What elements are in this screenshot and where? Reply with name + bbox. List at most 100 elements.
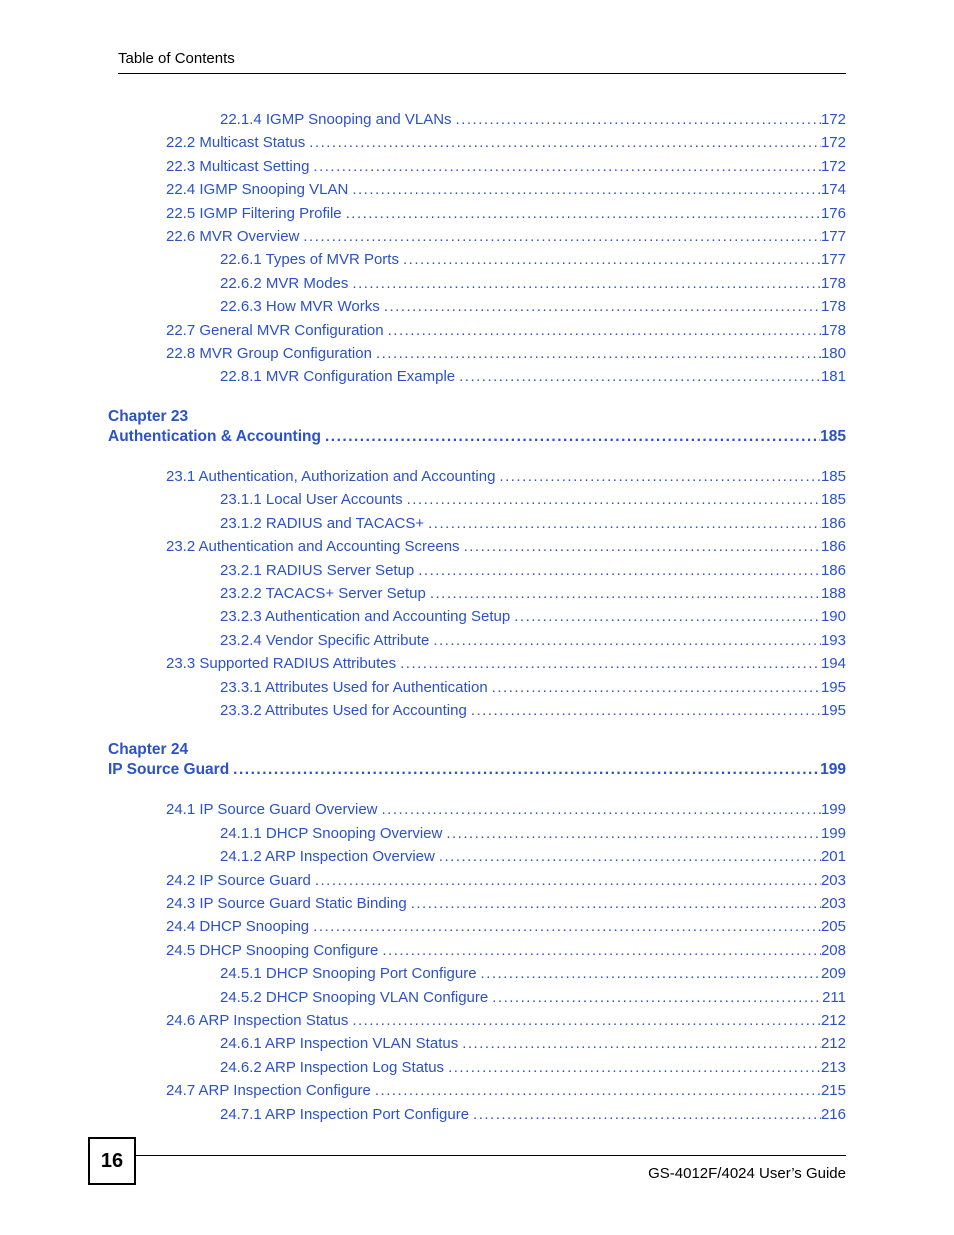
toc-entry-label: 23.3.1 Attributes Used for Authenticatio… bbox=[220, 676, 488, 699]
page-number: 16 bbox=[101, 1150, 123, 1173]
toc-leader-dots bbox=[299, 225, 821, 248]
toc-entry[interactable]: 24.4 DHCP Snooping 205 bbox=[108, 915, 846, 938]
toc-leader-dots bbox=[455, 365, 821, 388]
toc-entry-label: 24.1.1 DHCP Snooping Overview bbox=[220, 822, 442, 845]
toc-leader-dots bbox=[488, 986, 822, 1009]
chapter-page: 185 bbox=[820, 427, 846, 447]
toc-leader-dots bbox=[403, 488, 821, 511]
toc-leader-dots bbox=[469, 1103, 821, 1126]
toc-entry[interactable]: 23.2.2 TACACS+ Server Setup 188 bbox=[108, 582, 846, 605]
toc-leader-dots bbox=[458, 1032, 821, 1055]
toc-entry-label: 24.5 DHCP Snooping Configure bbox=[166, 939, 378, 962]
toc-entry[interactable]: 24.2 IP Source Guard 203 bbox=[108, 869, 846, 892]
toc-entry-page: 177 bbox=[821, 248, 846, 271]
header-title: Table of Contents bbox=[118, 50, 846, 73]
toc-entry-label: 24.1.2 ARP Inspection Overview bbox=[220, 845, 435, 868]
chapter-heading[interactable]: Chapter 23Authentication & Accounting 18… bbox=[108, 407, 846, 447]
toc-entry[interactable]: 23.1 Authentication, Authorization and A… bbox=[108, 465, 846, 488]
toc-entry-page: 201 bbox=[821, 845, 846, 868]
toc-entry[interactable]: 22.5 IGMP Filtering Profile 176 bbox=[108, 202, 846, 225]
toc-entry-label: 24.4 DHCP Snooping bbox=[166, 915, 309, 938]
toc-entry[interactable]: 24.5.2 DHCP Snooping VLAN Configure 211 bbox=[108, 986, 846, 1009]
toc-entry[interactable]: 22.8.1 MVR Configuration Example 181 bbox=[108, 365, 846, 388]
toc-entry-page: 178 bbox=[821, 295, 846, 318]
toc-leader-dots bbox=[384, 319, 821, 342]
toc-entry-label: 23.2 Authentication and Accounting Scree… bbox=[166, 535, 460, 558]
toc-entry-page: 177 bbox=[821, 225, 846, 248]
toc-entry-page: 188 bbox=[821, 582, 846, 605]
toc-entry[interactable]: 22.8 MVR Group Configuration 180 bbox=[108, 342, 846, 365]
toc-entry-label: 23.2.3 Authentication and Accounting Set… bbox=[220, 605, 510, 628]
toc-entry[interactable]: 22.7 General MVR Configuration 178 bbox=[108, 319, 846, 342]
toc-entry[interactable]: 22.1.4 IGMP Snooping and VLANs 172 bbox=[108, 108, 846, 131]
toc-entry[interactable]: 23.2 Authentication and Accounting Scree… bbox=[108, 535, 846, 558]
toc-leader-dots bbox=[348, 272, 821, 295]
toc-entry[interactable]: 24.1 IP Source Guard Overview 199 bbox=[108, 798, 846, 821]
toc-entry-label: 24.1 IP Source Guard Overview bbox=[166, 798, 378, 821]
toc-entry[interactable]: 24.7 ARP Inspection Configure 215 bbox=[108, 1079, 846, 1102]
toc-entry[interactable]: 23.2.1 RADIUS Server Setup 186 bbox=[108, 559, 846, 582]
toc-entry[interactable]: 22.6.1 Types of MVR Ports 177 bbox=[108, 248, 846, 271]
toc-entry[interactable]: 23.2.3 Authentication and Accounting Set… bbox=[108, 605, 846, 628]
toc-entry-label: 23.2.4 Vendor Specific Attribute bbox=[220, 629, 429, 652]
toc-entry-label: 22.3 Multicast Setting bbox=[166, 155, 309, 178]
toc-entry-label: 22.8 MVR Group Configuration bbox=[166, 342, 372, 365]
toc-entry[interactable]: 22.6 MVR Overview 177 bbox=[108, 225, 846, 248]
toc-leader-dots bbox=[442, 822, 821, 845]
toc-leader-dots bbox=[229, 760, 820, 780]
toc-entry[interactable]: 24.6.1 ARP Inspection VLAN Status 212 bbox=[108, 1032, 846, 1055]
toc-entry[interactable]: 24.5.1 DHCP Snooping Port Configure 209 bbox=[108, 962, 846, 985]
page-number-box: 16 bbox=[88, 1137, 136, 1185]
toc-entry-page: 208 bbox=[821, 939, 846, 962]
toc-entry-page: 212 bbox=[821, 1009, 846, 1032]
toc-entry-label: 23.2.2 TACACS+ Server Setup bbox=[220, 582, 426, 605]
toc-entry[interactable]: 24.5 DHCP Snooping Configure 208 bbox=[108, 939, 846, 962]
toc-entry[interactable]: 24.6.2 ARP Inspection Log Status 213 bbox=[108, 1056, 846, 1079]
toc-leader-dots bbox=[342, 202, 821, 225]
toc-entry-page: 186 bbox=[821, 512, 846, 535]
toc-entry-page: 193 bbox=[821, 629, 846, 652]
toc-entry[interactable]: 24.1.1 DHCP Snooping Overview 199 bbox=[108, 822, 846, 845]
toc-entry[interactable]: 24.6 ARP Inspection Status 212 bbox=[108, 1009, 846, 1032]
chapter-heading[interactable]: Chapter 24IP Source Guard 199 bbox=[108, 740, 846, 780]
toc-entry-page: 174 bbox=[821, 178, 846, 201]
toc-entry-page: 186 bbox=[821, 535, 846, 558]
toc-entry-page: 195 bbox=[821, 699, 846, 722]
toc-entry-label: 23.1.2 RADIUS and TACACS+ bbox=[220, 512, 424, 535]
toc-entry[interactable]: 22.6.2 MVR Modes 178 bbox=[108, 272, 846, 295]
toc-leader-dots bbox=[380, 295, 821, 318]
toc-entry-page: 215 bbox=[821, 1079, 846, 1102]
toc-leader-dots bbox=[399, 248, 821, 271]
page-header: Table of Contents bbox=[118, 50, 846, 74]
toc-entry[interactable]: 23.1.2 RADIUS and TACACS+ 186 bbox=[108, 512, 846, 535]
toc-entry-page: 172 bbox=[821, 108, 846, 131]
toc-entry[interactable]: 22.2 Multicast Status 172 bbox=[108, 131, 846, 154]
toc-entry[interactable]: 23.2.4 Vendor Specific Attribute 193 bbox=[108, 629, 846, 652]
toc-entry-label: 24.6.2 ARP Inspection Log Status bbox=[220, 1056, 444, 1079]
toc-entry-label: 24.3 IP Source Guard Static Binding bbox=[166, 892, 407, 915]
toc-entry[interactable]: 22.4 IGMP Snooping VLAN 174 bbox=[108, 178, 846, 201]
chapter-title: IP Source Guard bbox=[108, 760, 229, 780]
toc-entry[interactable]: 23.3 Supported RADIUS Attributes 194 bbox=[108, 652, 846, 675]
toc-entry[interactable]: 23.1.1 Local User Accounts 185 bbox=[108, 488, 846, 511]
toc-entry-label: 24.7.1 ARP Inspection Port Configure bbox=[220, 1103, 469, 1126]
toc-entry[interactable]: 24.1.2 ARP Inspection Overview 201 bbox=[108, 845, 846, 868]
header-rule bbox=[118, 73, 846, 74]
toc-entry-page: 190 bbox=[821, 605, 846, 628]
toc-entry-page: 211 bbox=[822, 986, 846, 1009]
toc-leader-dots bbox=[407, 892, 821, 915]
toc-entry-label: 23.3 Supported RADIUS Attributes bbox=[166, 652, 396, 675]
toc-entry[interactable]: 23.3.2 Attributes Used for Accounting 19… bbox=[108, 699, 846, 722]
toc-entry-label: 23.1.1 Local User Accounts bbox=[220, 488, 403, 511]
toc-entry-page: 181 bbox=[821, 365, 846, 388]
chapter-title-row: Authentication & Accounting 185 bbox=[108, 427, 846, 447]
toc-entry[interactable]: 24.7.1 ARP Inspection Port Configure 216 bbox=[108, 1103, 846, 1126]
toc-leader-dots bbox=[426, 582, 821, 605]
toc-entry-label: 24.5.1 DHCP Snooping Port Configure bbox=[220, 962, 477, 985]
toc-entry[interactable]: 24.3 IP Source Guard Static Binding 203 bbox=[108, 892, 846, 915]
toc-entry[interactable]: 22.6.3 How MVR Works 178 bbox=[108, 295, 846, 318]
toc-leader-dots bbox=[477, 962, 821, 985]
toc-entry[interactable]: 22.3 Multicast Setting 172 bbox=[108, 155, 846, 178]
toc-leader-dots bbox=[414, 559, 821, 582]
toc-entry[interactable]: 23.3.1 Attributes Used for Authenticatio… bbox=[108, 676, 846, 699]
